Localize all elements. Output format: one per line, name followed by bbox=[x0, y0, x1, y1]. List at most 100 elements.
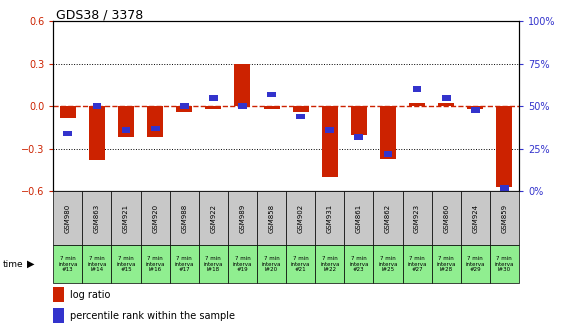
Text: 7 min
interva
l#28: 7 min interva l#28 bbox=[436, 256, 456, 272]
Bar bbox=[344, 245, 374, 283]
Bar bbox=[93, 103, 102, 109]
Bar bbox=[234, 64, 250, 106]
Bar bbox=[199, 245, 228, 283]
Bar bbox=[118, 106, 134, 137]
Bar bbox=[82, 245, 112, 283]
Bar bbox=[355, 134, 364, 140]
Text: GSM988: GSM988 bbox=[181, 204, 187, 233]
Text: GSM862: GSM862 bbox=[385, 204, 391, 233]
Bar bbox=[296, 114, 305, 119]
Bar bbox=[374, 245, 403, 283]
Bar bbox=[63, 131, 72, 136]
Text: GSM861: GSM861 bbox=[356, 204, 362, 233]
Bar bbox=[264, 106, 279, 109]
Text: GSM923: GSM923 bbox=[414, 204, 420, 233]
Bar bbox=[490, 191, 519, 245]
Text: GSM922: GSM922 bbox=[210, 204, 217, 233]
Bar bbox=[322, 106, 338, 177]
Bar bbox=[286, 245, 315, 283]
Text: 7 min
interva
l#25: 7 min interva l#25 bbox=[378, 256, 398, 272]
Bar bbox=[461, 191, 490, 245]
Text: 7 min
interva
#23: 7 min interva #23 bbox=[349, 256, 369, 272]
Text: 7 min
interva
#21: 7 min interva #21 bbox=[291, 256, 310, 272]
Text: 7 min
interva
#15: 7 min interva #15 bbox=[116, 256, 136, 272]
Bar bbox=[147, 106, 163, 137]
Bar bbox=[293, 106, 309, 112]
Text: percentile rank within the sample: percentile rank within the sample bbox=[70, 311, 234, 321]
Bar bbox=[60, 106, 76, 118]
Bar bbox=[351, 106, 367, 135]
Text: GSM980: GSM980 bbox=[65, 204, 71, 233]
Text: GDS38 / 3378: GDS38 / 3378 bbox=[56, 8, 144, 21]
Bar bbox=[176, 106, 192, 112]
Text: time: time bbox=[3, 260, 24, 268]
Bar bbox=[53, 191, 82, 245]
Bar bbox=[169, 245, 199, 283]
Bar bbox=[141, 191, 169, 245]
Bar bbox=[53, 287, 63, 302]
Bar bbox=[471, 107, 480, 112]
Bar bbox=[431, 245, 461, 283]
Bar bbox=[461, 245, 490, 283]
Text: 7 min
interva
#17: 7 min interva #17 bbox=[174, 256, 194, 272]
Bar bbox=[409, 103, 425, 106]
Bar bbox=[151, 126, 159, 131]
Bar bbox=[228, 245, 257, 283]
Bar bbox=[112, 245, 141, 283]
Bar bbox=[467, 106, 483, 109]
Bar bbox=[496, 106, 512, 187]
Text: GSM920: GSM920 bbox=[152, 204, 158, 233]
Bar bbox=[380, 106, 396, 159]
Bar bbox=[344, 191, 374, 245]
Bar bbox=[257, 191, 286, 245]
Text: 7 min
interva
l#14: 7 min interva l#14 bbox=[87, 256, 107, 272]
Text: 7 min
interva
l#16: 7 min interva l#16 bbox=[145, 256, 165, 272]
Bar bbox=[228, 191, 257, 245]
Text: GSM989: GSM989 bbox=[240, 204, 246, 233]
Text: 7 min
interva
#19: 7 min interva #19 bbox=[233, 256, 252, 272]
Bar bbox=[205, 106, 222, 109]
Bar bbox=[403, 245, 431, 283]
Bar bbox=[374, 191, 403, 245]
Bar bbox=[53, 245, 82, 283]
Bar bbox=[89, 106, 105, 160]
Bar bbox=[238, 103, 247, 109]
Text: log ratio: log ratio bbox=[70, 290, 110, 300]
Bar bbox=[315, 245, 344, 283]
Text: 7 min
interva
#13: 7 min interva #13 bbox=[58, 256, 77, 272]
Bar bbox=[500, 185, 509, 191]
Bar bbox=[257, 245, 286, 283]
Bar bbox=[169, 191, 199, 245]
Bar bbox=[438, 103, 454, 106]
Text: GSM902: GSM902 bbox=[298, 204, 304, 233]
Text: GSM931: GSM931 bbox=[327, 204, 333, 233]
Text: ▶: ▶ bbox=[27, 259, 34, 269]
Text: 7 min
interva
l#30: 7 min interva l#30 bbox=[495, 256, 514, 272]
Bar bbox=[442, 95, 450, 101]
Bar bbox=[384, 151, 392, 157]
Bar bbox=[413, 86, 421, 92]
Text: 7 min
interva
l#20: 7 min interva l#20 bbox=[262, 256, 281, 272]
Text: 7 min
interva
#29: 7 min interva #29 bbox=[466, 256, 485, 272]
Bar bbox=[82, 191, 112, 245]
Bar bbox=[490, 245, 519, 283]
Text: 7 min
interva
#27: 7 min interva #27 bbox=[407, 256, 427, 272]
Bar bbox=[403, 191, 431, 245]
Bar bbox=[122, 127, 131, 133]
Bar bbox=[199, 191, 228, 245]
Text: 7 min
interva
l#22: 7 min interva l#22 bbox=[320, 256, 339, 272]
Text: GSM863: GSM863 bbox=[94, 204, 100, 233]
Bar bbox=[180, 103, 188, 109]
Bar bbox=[141, 245, 169, 283]
Bar bbox=[267, 92, 276, 97]
Bar bbox=[112, 191, 141, 245]
Text: GSM921: GSM921 bbox=[123, 204, 129, 233]
Bar bbox=[53, 308, 63, 323]
Bar bbox=[325, 127, 334, 133]
Bar bbox=[315, 191, 344, 245]
Bar bbox=[431, 191, 461, 245]
Text: 7 min
interva
l#18: 7 min interva l#18 bbox=[204, 256, 223, 272]
Bar bbox=[209, 95, 218, 101]
Text: GSM924: GSM924 bbox=[472, 204, 479, 233]
Bar bbox=[286, 191, 315, 245]
